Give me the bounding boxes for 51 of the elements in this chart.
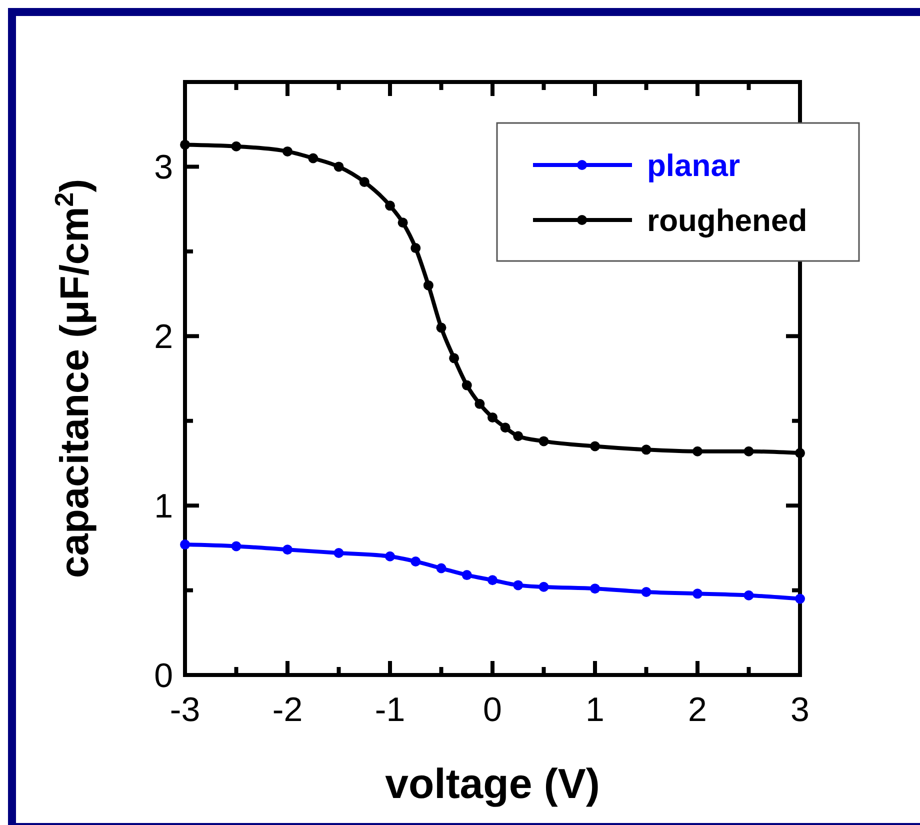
point [692, 588, 702, 599]
point [334, 548, 344, 558]
x-axis-title: voltage (V) [385, 760, 600, 807]
point [488, 412, 498, 422]
point [231, 141, 242, 152]
point [538, 582, 549, 592]
point [744, 590, 754, 600]
point [462, 380, 472, 390]
point [795, 448, 805, 458]
point [436, 563, 446, 574]
point [334, 162, 344, 172]
point [641, 444, 652, 455]
point [590, 584, 600, 594]
point [436, 322, 446, 333]
point [423, 280, 434, 290]
point [692, 446, 702, 456]
legend-label: roughened [647, 203, 808, 238]
x-tick-label: 0 [483, 691, 502, 729]
x-tick-label: 3 [790, 691, 810, 729]
point [385, 551, 395, 562]
point [538, 436, 549, 446]
point [282, 146, 292, 156]
point [641, 586, 652, 597]
x-tick-label: 2 [688, 691, 707, 729]
point [410, 243, 421, 254]
point [385, 200, 395, 211]
point [410, 556, 421, 566]
point [590, 441, 600, 452]
point [488, 575, 498, 586]
point [359, 176, 370, 187]
y-tick-label: 2 [154, 318, 173, 356]
point [231, 541, 242, 552]
x-tick-label: -2 [272, 691, 303, 729]
legend-label: planar [647, 148, 740, 183]
point [180, 140, 190, 150]
y-tick-label: 3 [154, 148, 173, 187]
point [398, 218, 408, 228]
point [308, 153, 318, 164]
point [474, 398, 485, 409]
point [513, 580, 524, 590]
point [449, 353, 460, 364]
point [462, 570, 472, 580]
y-tick-label: 1 [154, 488, 173, 526]
point [500, 422, 510, 433]
point [795, 594, 805, 604]
point [180, 540, 190, 550]
point [744, 446, 754, 456]
point [513, 431, 524, 442]
x-tick-label: -1 [374, 691, 406, 729]
point [282, 544, 292, 555]
x-tick-label: 1 [586, 691, 604, 729]
